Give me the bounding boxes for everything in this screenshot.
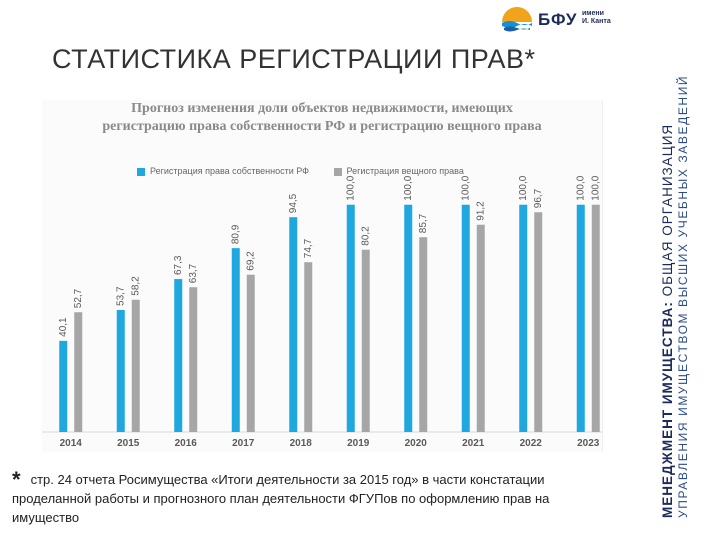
legend-item-real-right: Регистрация вещного права: [333, 166, 464, 176]
data-label-ownership-2018: 94,5: [288, 193, 299, 213]
bar-real-right-2017: [246, 274, 255, 432]
data-label-real-right-2015: 58,2: [131, 276, 142, 296]
bar-real-right-2015: [131, 299, 140, 432]
data-label-ownership-2021: 100,0: [461, 175, 472, 200]
data-label-ownership-2020: 100,0: [403, 175, 414, 200]
bar-real-right-2014: [74, 312, 83, 432]
x-tick-label-2023: 2023: [577, 438, 600, 449]
data-label-ownership-2023: 100,0: [576, 175, 587, 200]
bar-real-right-2016: [189, 287, 198, 432]
logo-name-line2: И. Канта: [582, 18, 611, 25]
side-banner-line2: УПРАВЛЕНИЯ ИМУЩЕСТВОМ ВЫСШИХ УЧЕБНЫХ ЗАВ…: [676, 74, 690, 518]
data-label-real-right-2017: 69,2: [246, 251, 257, 271]
chart-panel: Прогноз изменения доли объектов недвижим…: [42, 100, 603, 452]
data-label-real-right-2021: 91,2: [476, 201, 487, 221]
bar-real-right-2018: [304, 262, 313, 432]
legend-swatch-ownership: [137, 167, 145, 176]
x-tick-label-2014: 2014: [60, 438, 83, 449]
legend-item-ownership: Регистрация права собственности РФ: [137, 166, 309, 176]
page-title: СТАТИСТИКА РЕГИСТРАЦИИ ПРАВ*: [52, 44, 536, 74]
x-tick-label-2017: 2017: [232, 438, 255, 449]
side-banner: МЕНЕДЖМЕНТ ИМУЩЕСТВА: ОБЩАЯ ОРГАНИЗАЦИЯ …: [622, 0, 720, 540]
legend-label-ownership: Регистрация права собственности РФ: [150, 166, 309, 176]
legend-label-real-right: Регистрация вещного права: [346, 166, 464, 176]
data-label-real-right-2016: 63,7: [188, 263, 199, 283]
bar-real-right-2023: [591, 204, 600, 432]
bar-plot: 40,1 52,7 2014 53,7 58,2 2015 67,3 63,7 2016 80,9…: [42, 175, 602, 449]
x-tick-label-2018: 2018: [290, 438, 313, 449]
x-tick-label-2022: 2022: [520, 438, 543, 449]
footnote: * стр. 24 отчета Росимущества «Итоги деят…: [12, 467, 602, 527]
legend-swatch-real-right: [333, 167, 342, 176]
logo-name: имени И. Канта: [582, 10, 611, 26]
bar-ownership-2020: [404, 204, 413, 432]
side-banner-bold: МЕНЕДЖМЕНТ ИМУЩЕСТВА:: [660, 301, 675, 518]
chart-legend: Регистрация права собственности РФ Регис…: [137, 166, 486, 176]
data-label-ownership-2015: 53,7: [116, 286, 127, 306]
data-label-real-right-2020: 85,7: [418, 213, 429, 233]
bar-ownership-2017: [231, 248, 240, 432]
x-tick-label-2015: 2015: [117, 438, 140, 449]
bar-ownership-2021: [461, 204, 470, 432]
bar-real-right-2019: [361, 249, 370, 432]
footnote-text: стр. 24 отчета Росимущества «Итоги деяте…: [12, 472, 550, 525]
side-banner-line1: МЕНЕДЖМЕНТ ИМУЩЕСТВА: ОБЩАЯ ОРГАНИЗАЦИЯ: [660, 124, 675, 518]
x-tick-label-2020: 2020: [405, 438, 428, 449]
bar-real-right-2021: [476, 224, 485, 432]
bar-ownership-2018: [289, 217, 298, 432]
bar-ownership-2014: [59, 340, 68, 432]
data-label-real-right-2022: 96,7: [533, 188, 544, 208]
x-tick-label-2016: 2016: [175, 438, 198, 449]
bar-ownership-2022: [519, 204, 528, 432]
data-label-real-right-2014: 52,7: [73, 288, 84, 308]
footnote-star: *: [12, 467, 21, 492]
data-label-real-right-2019: 80,2: [361, 226, 372, 246]
logo-name-line1: имени: [582, 10, 604, 17]
data-label-real-right-2018: 74,7: [303, 238, 314, 258]
side-banner-rest: ОБЩАЯ ОРГАНИЗАЦИЯ: [660, 123, 675, 302]
x-tick-label-2021: 2021: [462, 438, 485, 449]
bar-real-right-2022: [534, 212, 543, 432]
chart-title: Прогноз изменения доли объектов недвижим…: [102, 101, 542, 134]
logo-abbr: БФУ: [538, 10, 578, 29]
bar-real-right-2020: [419, 237, 428, 432]
bar-ownership-2023: [576, 204, 585, 432]
data-label-ownership-2019: 100,0: [346, 175, 357, 200]
bar-ownership-2016: [174, 279, 183, 432]
data-label-ownership-2016: 67,3: [173, 255, 184, 275]
data-label-real-right-2023: 100,0: [591, 175, 602, 200]
bar-ownership-2015: [116, 309, 125, 432]
x-tick-label-2019: 2019: [347, 438, 370, 449]
bfu-logo-icon: [502, 7, 532, 32]
data-label-ownership-2014: 40,1: [58, 317, 69, 337]
data-label-ownership-2017: 80,9: [231, 224, 242, 244]
bfu-logo: БФУ имени И. Канта: [500, 6, 620, 36]
data-label-ownership-2022: 100,0: [518, 175, 529, 200]
bar-ownership-2019: [346, 204, 355, 432]
